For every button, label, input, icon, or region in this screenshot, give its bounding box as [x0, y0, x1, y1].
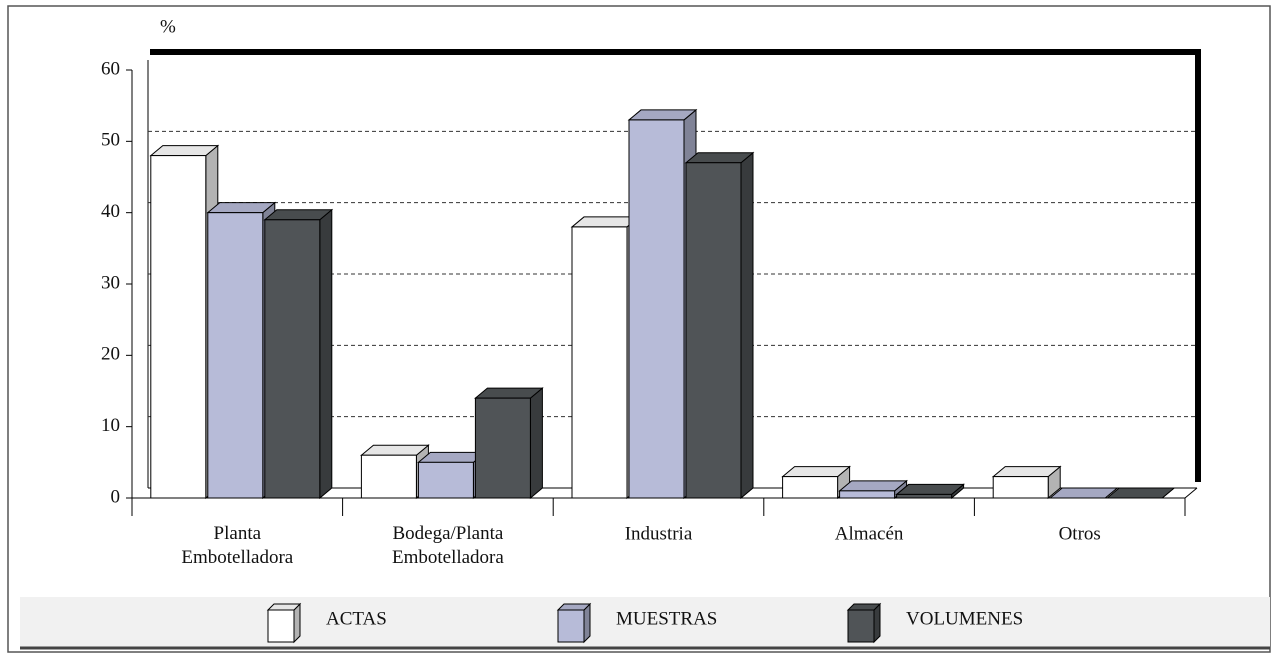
x-tick-label: Bodega/Planta Embotelladora: [392, 523, 504, 568]
floor-edge: [1184, 487, 1198, 499]
legend-swatch: [847, 609, 875, 643]
bar-top: [684, 152, 755, 164]
y-axis-label: %: [160, 16, 176, 37]
y-tick-label: 50: [101, 130, 120, 151]
y-tick-label: 30: [101, 272, 120, 293]
legend-label: MUESTRAS: [616, 608, 717, 629]
legend-label: ACTAS: [326, 608, 387, 629]
frame: [7, 5, 1271, 653]
legend-swatch-top: [266, 603, 302, 611]
x-tick-label: Almacén: [835, 523, 904, 544]
bar: [628, 119, 685, 499]
bar-top: [1048, 487, 1119, 499]
bar: [264, 219, 321, 499]
y-tick-label: 40: [101, 201, 120, 222]
bar: [207, 212, 264, 499]
legend-swatch-top: [556, 603, 592, 611]
x-tick-label: Otros: [1059, 523, 1101, 544]
legend-swatch-top: [846, 603, 882, 611]
bar-top: [781, 466, 851, 478]
bar: [150, 155, 207, 499]
bar: [360, 454, 417, 499]
bar-side: [529, 387, 543, 500]
bar-top: [991, 466, 1062, 478]
bar-top: [360, 444, 430, 456]
bar: [782, 476, 839, 499]
back-wall-edge: [150, 49, 1201, 482]
bar-top: [474, 387, 544, 399]
bar: [474, 397, 531, 499]
bar: [685, 162, 742, 499]
y-tick-label: 0: [111, 486, 121, 507]
legend-band: [20, 597, 1270, 647]
y-tick-label: 20: [101, 344, 120, 365]
y-tick-label: 10: [101, 415, 120, 436]
bar-side: [740, 151, 754, 500]
bar-top: [627, 109, 698, 121]
bar: [571, 226, 628, 499]
bar-top: [1105, 487, 1176, 499]
bar: [992, 476, 1049, 499]
x-tick-label: Planta Embotelladora: [181, 523, 293, 568]
legend-label: VOLUMENES: [906, 608, 1023, 629]
bar: [896, 493, 953, 499]
x-tick-label: Industria: [625, 523, 693, 544]
bar-top: [149, 145, 220, 157]
bar: [417, 461, 474, 499]
bar-top: [263, 209, 334, 221]
bar-side: [319, 208, 333, 500]
bar-top: [895, 483, 965, 495]
legend-swatch: [557, 609, 585, 643]
bar-top: [206, 202, 277, 214]
bar-top: [838, 480, 908, 492]
legend-swatch: [267, 609, 295, 643]
y-tick-label: 60: [101, 58, 120, 79]
bar: [839, 490, 896, 499]
